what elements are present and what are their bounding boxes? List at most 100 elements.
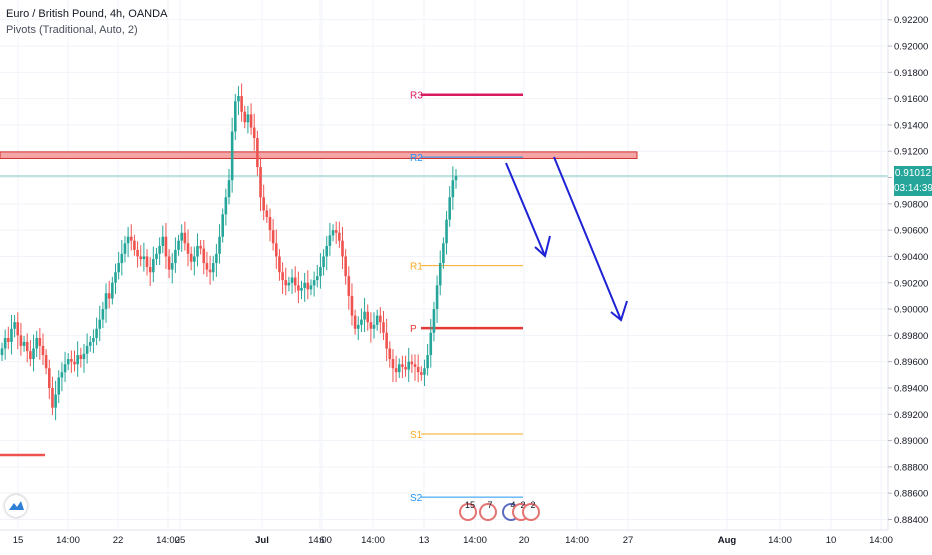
candle-body xyxy=(145,256,149,267)
price-tick-label: 0.92000 xyxy=(894,42,928,53)
candle xyxy=(445,211,448,255)
candle xyxy=(79,347,83,368)
candle-body xyxy=(410,361,414,365)
candle-body xyxy=(196,245,199,257)
price-tick-label: 0.92200 xyxy=(894,15,928,26)
candle-body xyxy=(306,282,310,290)
candle xyxy=(410,354,414,373)
candle xyxy=(243,105,247,129)
price-tick-label: 0.89000 xyxy=(894,436,928,447)
resistance-zone xyxy=(0,151,638,159)
candle xyxy=(284,267,288,296)
candle xyxy=(353,309,357,335)
candle-body xyxy=(300,288,303,291)
candle xyxy=(19,322,23,356)
candle-body xyxy=(315,276,319,281)
candle-body xyxy=(303,282,306,289)
candle xyxy=(189,246,193,271)
candle-body xyxy=(161,236,165,246)
time-tick-label: 14:00 xyxy=(156,535,180,546)
event-badge-count: 7 xyxy=(487,500,492,510)
time-tick-label: 22 xyxy=(113,535,124,546)
candle-body xyxy=(47,368,51,388)
tradingview-logo[interactable] xyxy=(5,495,27,517)
candle-body xyxy=(404,366,407,370)
candle-body xyxy=(66,359,70,365)
candle-body xyxy=(375,315,379,325)
candle xyxy=(356,316,360,340)
candle-body xyxy=(0,348,4,356)
candle xyxy=(372,312,376,339)
candle xyxy=(306,270,310,300)
candle xyxy=(202,240,206,275)
candle xyxy=(205,251,209,277)
candle xyxy=(152,246,155,283)
price-tick-label: 0.89800 xyxy=(894,331,928,342)
event-badge-ring xyxy=(479,503,497,521)
candle-body xyxy=(60,372,64,378)
event-badge[interactable]: 15 xyxy=(459,500,477,521)
candle-body xyxy=(129,236,133,241)
candle xyxy=(230,117,234,193)
candle xyxy=(237,86,240,116)
candle xyxy=(448,186,451,227)
candle xyxy=(426,343,429,376)
candle-body xyxy=(199,245,202,249)
time-tick-label: 14:00 xyxy=(565,535,589,546)
event-badge-count: 4 xyxy=(510,500,515,510)
candle-body xyxy=(262,197,265,211)
candle xyxy=(401,355,404,379)
candle-body xyxy=(407,361,411,370)
candle xyxy=(142,242,146,272)
event-badge[interactable]: 2 xyxy=(522,500,540,521)
candle xyxy=(274,229,278,269)
candle xyxy=(215,243,218,277)
candle xyxy=(293,266,297,293)
candle xyxy=(344,249,347,285)
candle xyxy=(155,247,158,265)
candle xyxy=(145,249,149,276)
candle-body xyxy=(366,311,370,323)
candle xyxy=(211,255,215,281)
time-tick-label: 14:00 xyxy=(768,535,792,546)
event-badge[interactable]: 7 xyxy=(479,500,497,521)
candle xyxy=(341,226,344,269)
candle-body xyxy=(227,180,231,198)
countdown-label: 03:14:39 xyxy=(894,181,932,196)
pivot-label-s1: S1 xyxy=(410,430,423,441)
candle-body xyxy=(120,253,124,264)
candle xyxy=(404,355,407,377)
chart-legend: Euro / British Pound, 4h, OANDA Pivots (… xyxy=(6,6,167,38)
candle xyxy=(208,255,212,285)
candle xyxy=(227,168,231,205)
candle xyxy=(57,370,61,404)
candle xyxy=(16,312,20,350)
candle-body xyxy=(388,348,392,360)
candle xyxy=(249,103,253,135)
candle-body xyxy=(189,253,193,262)
candle xyxy=(51,376,54,415)
candle xyxy=(435,275,439,323)
candle-body xyxy=(237,96,240,102)
price-tick-label: 0.90400 xyxy=(894,252,928,263)
candle xyxy=(158,237,161,265)
time-tick-label: Jul xyxy=(255,535,269,546)
price-tick-label: 0.89600 xyxy=(894,357,928,368)
candle xyxy=(325,236,329,271)
candle xyxy=(382,311,385,340)
candle-body xyxy=(76,355,79,365)
candle xyxy=(98,305,102,342)
candle-body xyxy=(54,394,57,408)
candle xyxy=(41,333,45,365)
candle xyxy=(271,218,275,251)
candle xyxy=(193,246,196,276)
price-tick-label: 0.89200 xyxy=(894,410,928,421)
time-tick-label: 14:00 xyxy=(56,535,80,546)
candle-body xyxy=(432,309,436,333)
candle xyxy=(290,268,294,294)
candle xyxy=(199,240,202,255)
candle xyxy=(120,240,124,276)
symbol-title: Euro / British Pound, 4h, OANDA xyxy=(6,8,168,20)
